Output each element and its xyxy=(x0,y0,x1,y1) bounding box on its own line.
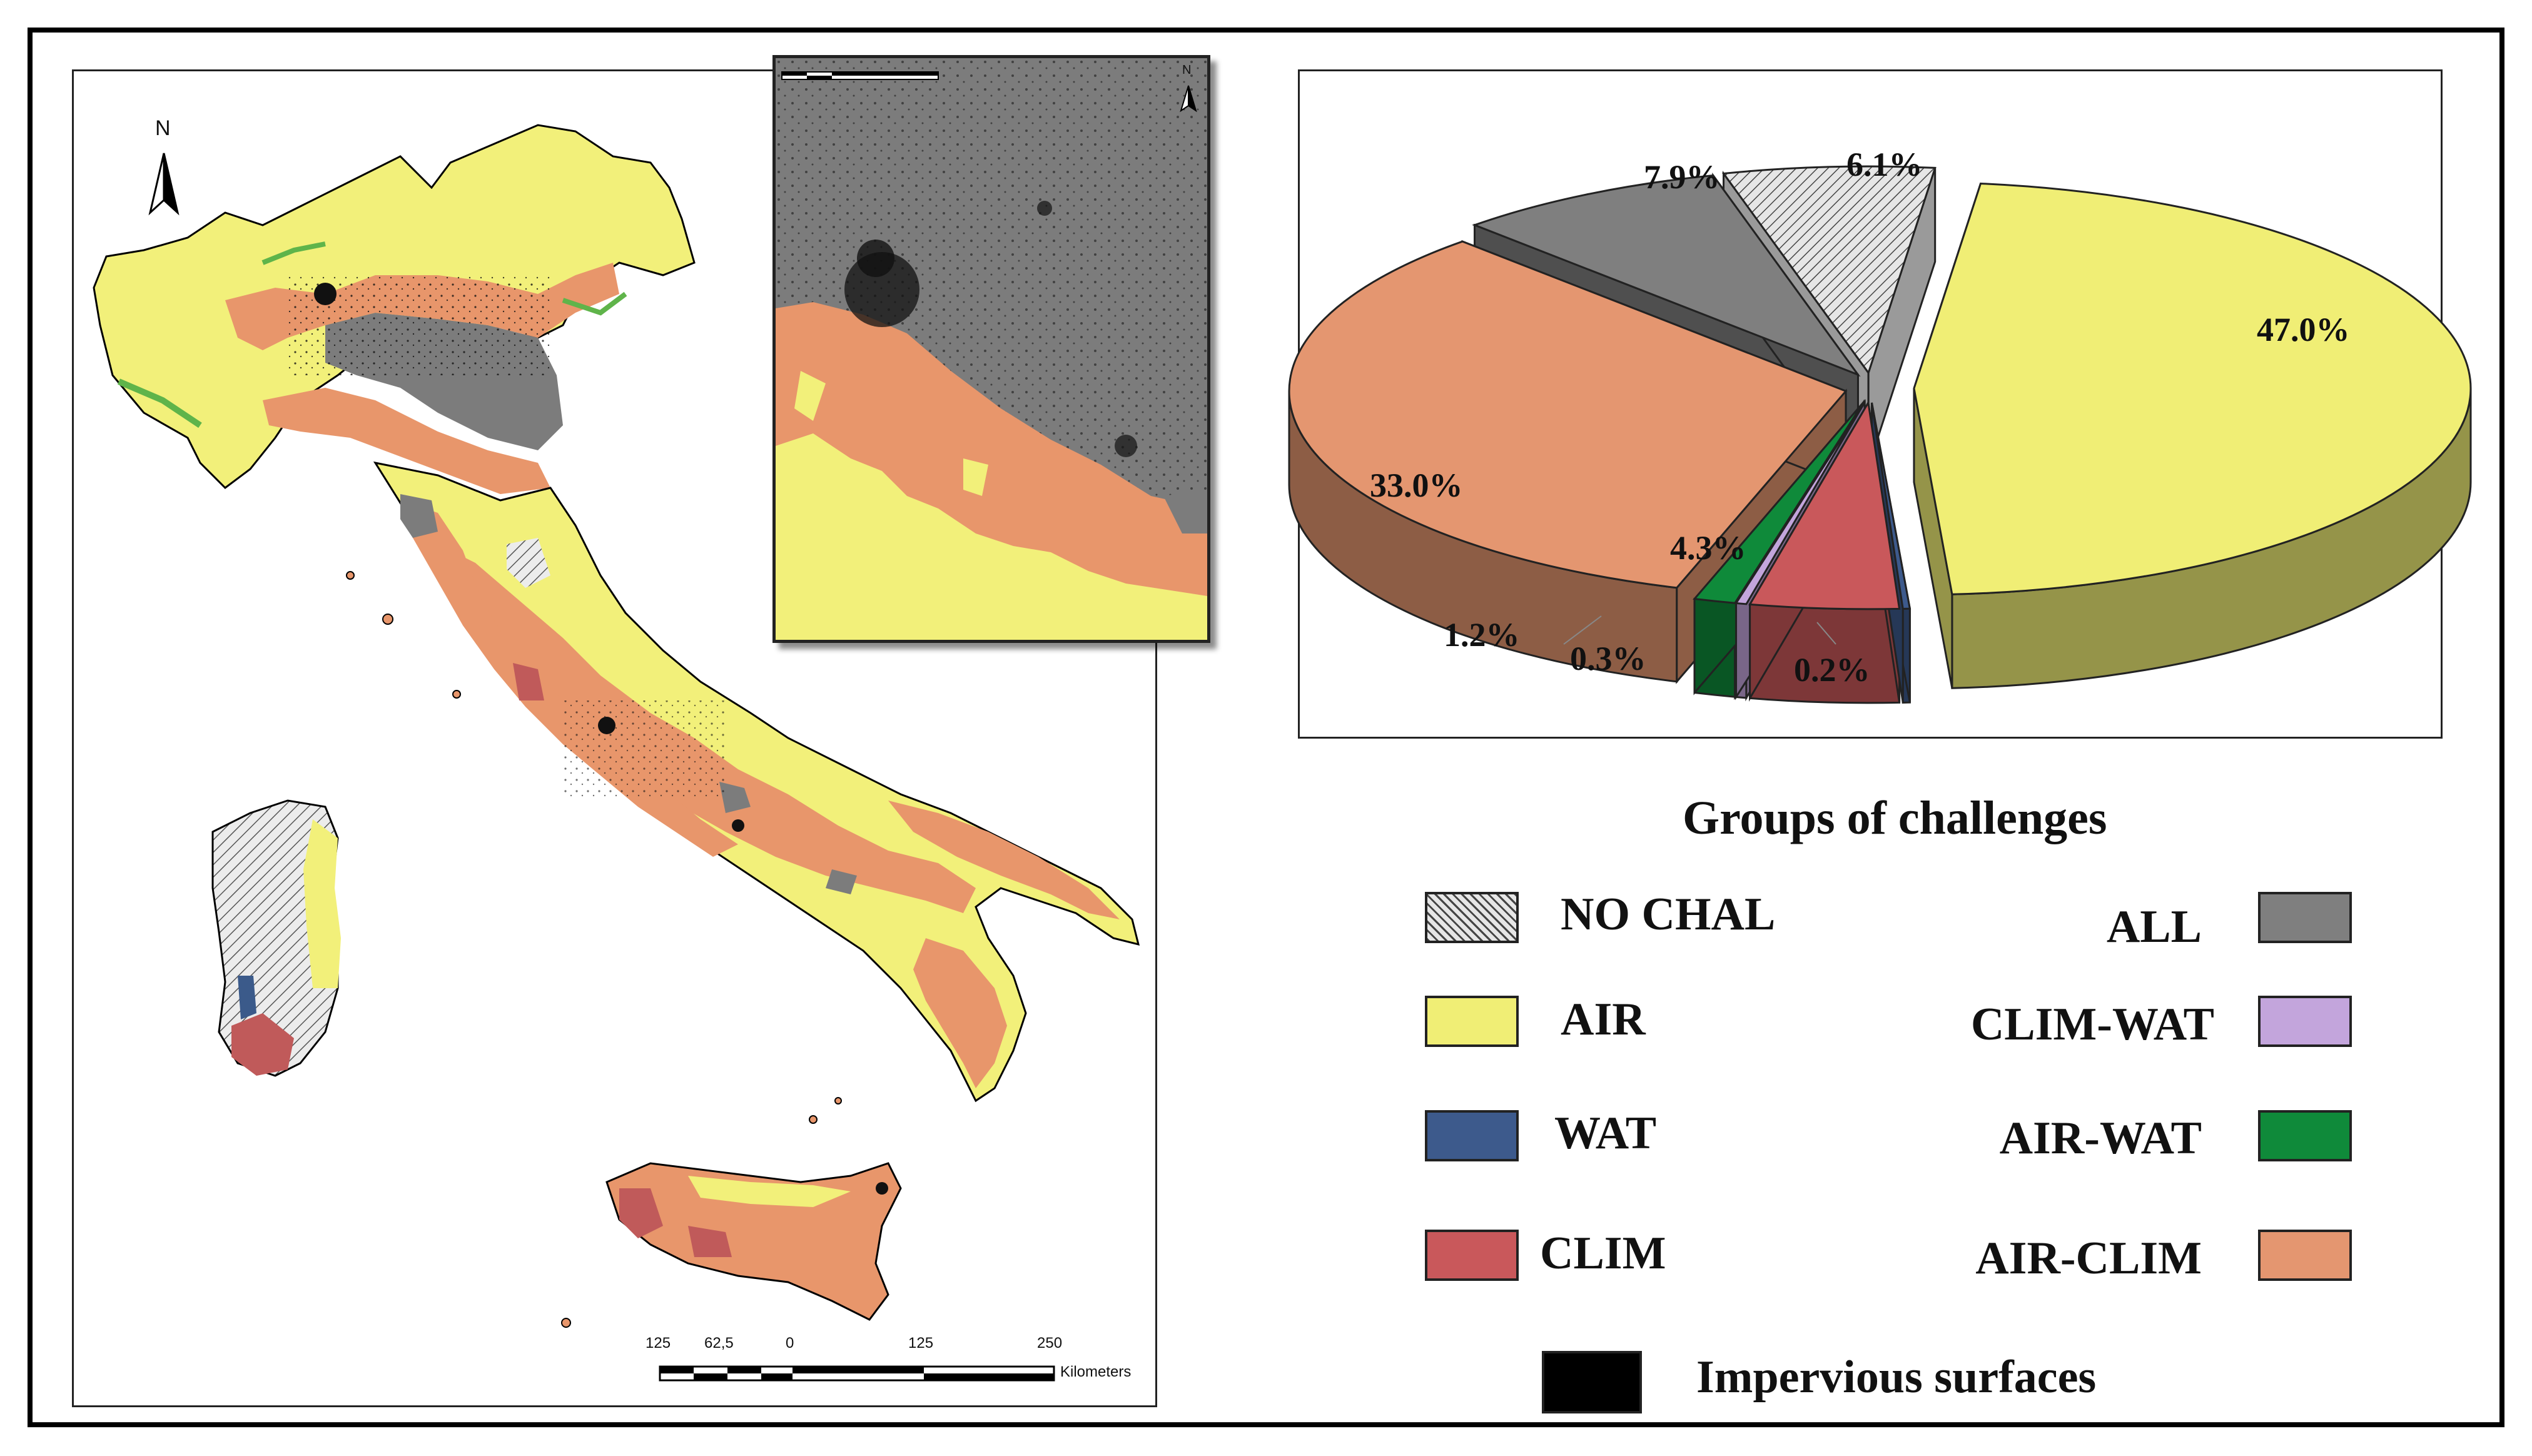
scale-unit-label: Kilometers xyxy=(1060,1363,1132,1380)
pie-slice-wat xyxy=(1871,402,1912,610)
region-no-chal-patch xyxy=(507,538,550,588)
legend-swatch-no-chal xyxy=(1425,892,1519,943)
slice-label-wat: 0.2% xyxy=(1794,651,1870,689)
leader-line xyxy=(1816,622,1836,645)
pie-slice-air-clim xyxy=(1288,240,1848,589)
legend-label-clim-wat: CLIM-WAT xyxy=(1970,999,2214,1050)
region-sicily-clim xyxy=(688,1226,732,1257)
region-clim-patch xyxy=(513,663,544,700)
legend-swatch-air-wat xyxy=(2258,1110,2352,1161)
region-air-wat-patch xyxy=(118,378,202,428)
legend-swatch-clim-wat xyxy=(2258,996,2352,1047)
region-calabria-airclim xyxy=(913,938,1007,1088)
region-sicily-clim xyxy=(619,1188,663,1238)
scale-tick-label: 62,5 xyxy=(704,1335,734,1352)
north-arrow-icon xyxy=(148,153,180,216)
slice-label-air: 47.0% xyxy=(2257,311,2350,348)
slice-label-no-chal: 6.1% xyxy=(1846,146,1923,183)
region-sardinia-clim xyxy=(231,1013,294,1076)
region-air-wat-patch xyxy=(261,241,326,265)
pie-slice-clim xyxy=(1748,400,1901,610)
slice-label-air-wat: 1.2% xyxy=(1444,616,1520,654)
slice-label-air-clim: 33.0% xyxy=(1370,467,1463,504)
legend-swatch-impervious xyxy=(1542,1351,1642,1413)
scale-tick-label: 125 xyxy=(908,1335,934,1352)
pie-slice-air xyxy=(1913,182,2472,595)
region-sardinia-wat xyxy=(238,976,256,1019)
region-puglia-airclim xyxy=(888,801,1120,919)
north-label: N xyxy=(155,116,171,140)
pie-slice-no-chal xyxy=(1721,165,1937,375)
legend-label-impervious: Impervious surfaces xyxy=(1696,1352,2097,1403)
region-apennine-airclim xyxy=(263,388,550,494)
pie-slice-clim-wat xyxy=(1734,402,1866,605)
legend-label-air: AIR xyxy=(1561,994,1646,1045)
slice-label-clim-wat: 0.3% xyxy=(1570,640,1646,677)
legend-swatch-air xyxy=(1425,996,1519,1047)
pie-slice-air-wat xyxy=(1693,402,1865,604)
legend-label-air-clim: AIR-CLIM xyxy=(1975,1233,2202,1284)
region-peninsula-airclim xyxy=(425,538,976,913)
legend-swatch-air-clim xyxy=(2258,1230,2352,1281)
inset-map xyxy=(776,58,1207,640)
legend-label-clim: CLIM xyxy=(1540,1228,1666,1279)
slice-label-all: 7.9% xyxy=(1644,158,1720,196)
pie-slice-all xyxy=(1472,174,1861,377)
legend-title: Groups of challenges xyxy=(1683,792,2107,844)
scale-tick-label: 0 xyxy=(786,1335,794,1352)
legend-swatch-wat xyxy=(1425,1110,1519,1161)
region-gray-patch xyxy=(719,782,751,813)
legend-label-all: ALL xyxy=(2106,901,2202,953)
region-gray-patch xyxy=(400,494,438,538)
inset-north-label: N xyxy=(1182,63,1192,77)
legend-label-wat: WAT xyxy=(1554,1108,1657,1159)
region-sardinia-air xyxy=(303,819,341,988)
region-gray-patch xyxy=(826,869,857,894)
region-sicily-air xyxy=(688,1176,851,1207)
legend-swatch-all xyxy=(2258,892,2352,943)
region-air-wat-patch xyxy=(562,291,627,316)
scale-tick-label: 125 xyxy=(646,1335,671,1352)
region-west-coast-airclim xyxy=(400,500,738,857)
region-sicily xyxy=(605,1162,902,1321)
legend-swatch-clim xyxy=(1425,1230,1519,1281)
scale-bar xyxy=(659,1365,1055,1382)
scale-tick-label: 250 xyxy=(1037,1335,1063,1352)
leader-line xyxy=(1563,615,1602,645)
legend-label-air-wat: AIR-WAT xyxy=(1999,1113,2202,1164)
slice-label-clim: 4.3% xyxy=(1670,529,1746,567)
inset-map-panel: N xyxy=(772,55,1210,643)
legend-label-no-chal: NO CHAL xyxy=(1561,889,1776,940)
